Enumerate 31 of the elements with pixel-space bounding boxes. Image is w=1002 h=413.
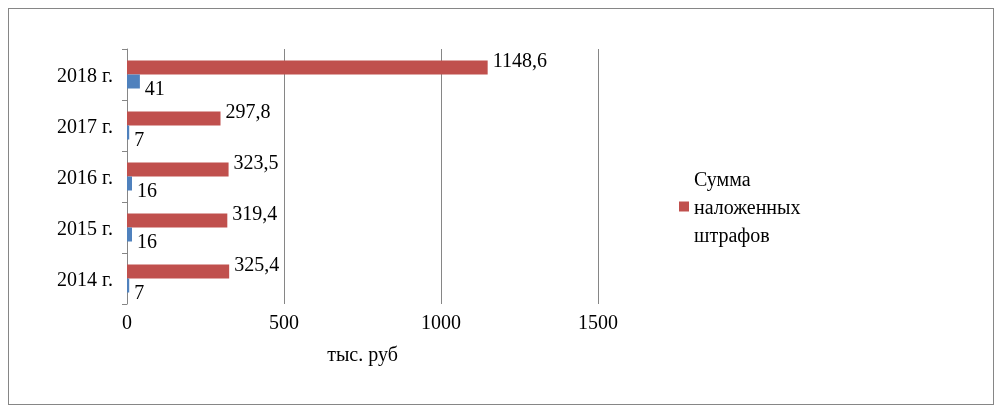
x-axis-title: тыс. руб xyxy=(327,343,398,366)
data-label: 7 xyxy=(134,127,145,150)
bar xyxy=(127,213,228,228)
data-label: 1148,6 xyxy=(492,48,547,71)
data-label: 16 xyxy=(137,178,158,201)
y-tick-label: 2018 г. xyxy=(57,63,113,86)
x-tick-label: 1000 xyxy=(421,311,461,333)
bar xyxy=(127,278,130,293)
bar xyxy=(127,264,230,279)
data-label: 323,5 xyxy=(233,150,279,173)
y-tick-label: 2014 г. xyxy=(57,267,113,290)
y-tick-label: 2015 г. xyxy=(57,216,113,239)
x-tick-label: 0 xyxy=(122,311,132,333)
legend-label: Сумма наложенных штрафов xyxy=(694,167,806,247)
x-tick-label: 500 xyxy=(269,311,299,333)
y-tick-label: 2017 г. xyxy=(57,114,113,137)
data-label: 319,4 xyxy=(232,201,278,224)
x-tick-label: 1500 xyxy=(578,311,618,333)
data-label: 325,4 xyxy=(234,252,280,275)
data-label: 41 xyxy=(144,76,165,99)
bar xyxy=(127,162,229,177)
bar xyxy=(127,111,221,126)
bar xyxy=(127,60,488,75)
bar xyxy=(127,176,133,191)
bar xyxy=(127,125,130,140)
y-tick-label: 2016 г. xyxy=(57,165,113,188)
data-label: 7 xyxy=(134,280,145,303)
bar xyxy=(127,74,140,89)
data-label: 297,8 xyxy=(225,99,271,122)
bar xyxy=(127,227,133,242)
data-label: 16 xyxy=(137,229,158,252)
